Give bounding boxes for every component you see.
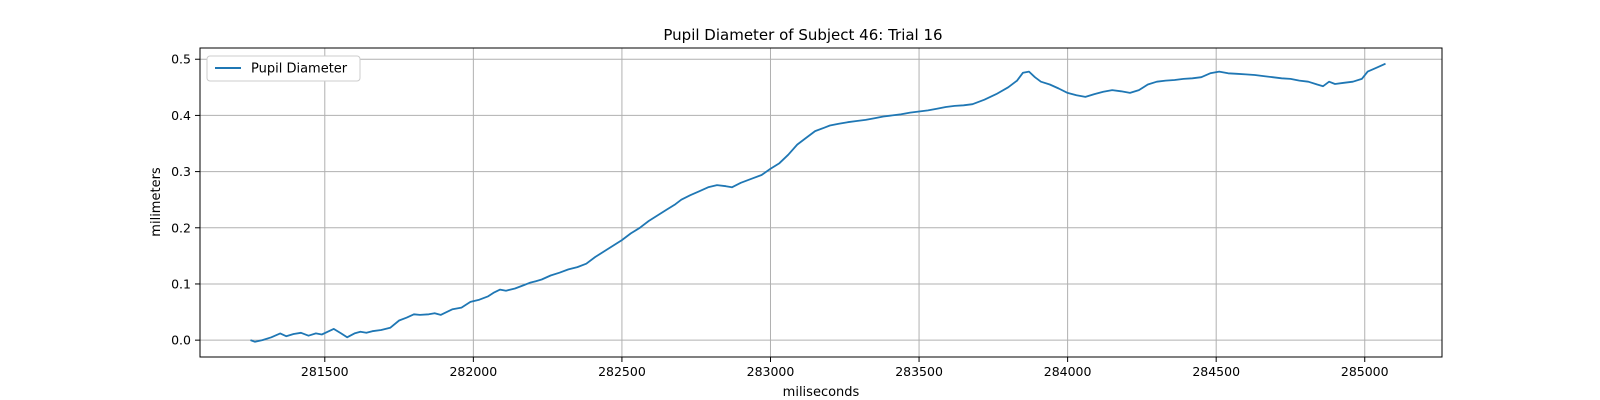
chart-title: Pupil Diameter of Subject 46: Trial 16 xyxy=(663,26,942,44)
series-line-pupil-diameter xyxy=(250,62,1386,343)
legend-label-pupil-diameter: Pupil Diameter xyxy=(251,62,348,77)
grid-layer xyxy=(200,48,1442,357)
ticks-layer: 281500 282000 282500 283000 283500 284000 2845… xyxy=(171,52,1389,379)
x-tick-label: 282000 xyxy=(449,364,497,379)
y-tick-label: 0.1 xyxy=(171,276,191,291)
x-tick-label: 282500 xyxy=(598,364,646,379)
x-tick-label: 285000 xyxy=(1341,364,1389,379)
x-axis-label: miliseconds xyxy=(783,385,860,400)
legend: Pupil Diameter xyxy=(206,55,361,82)
x-tick-label: 281500 xyxy=(301,364,349,379)
x-tick-label: 283000 xyxy=(747,364,795,379)
y-tick-label: 0.5 xyxy=(171,52,191,67)
y-tick-label: 0.4 xyxy=(171,108,191,123)
y-axis-label: milimeters xyxy=(149,167,164,237)
y-tick-label: 0.3 xyxy=(171,164,191,179)
plot-frame xyxy=(199,47,1443,358)
y-tick-label: 0.0 xyxy=(171,333,191,348)
x-tick-label: 283500 xyxy=(895,364,943,379)
x-tick-label: 284500 xyxy=(1192,364,1240,379)
y-tick-label: 0.2 xyxy=(171,220,191,235)
series-layer xyxy=(250,62,1386,343)
x-tick-label: 284000 xyxy=(1044,364,1092,379)
legend-box xyxy=(206,55,361,82)
